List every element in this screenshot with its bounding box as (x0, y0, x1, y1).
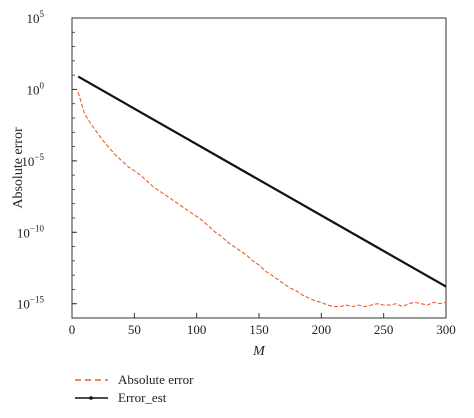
legend-label-absolute-error: Absolute error (118, 372, 194, 387)
x-tick-label-4: 200 (312, 322, 332, 337)
y-tick-label-4: 10−15 (17, 295, 45, 312)
series-line-absolute-error (77, 92, 447, 308)
x-tick-label-0: 0 (69, 322, 76, 337)
x-tick-label-1: 50 (128, 322, 141, 337)
x-tick-label-3: 150 (249, 322, 269, 337)
y-tick-exponent-1: 0 (40, 80, 45, 90)
y-tick-exponent-0: 5 (40, 9, 45, 19)
series-layer (77, 75, 447, 308)
legend-marker-error-est (89, 396, 93, 400)
legend-label-error-est: Error_est (118, 390, 167, 405)
x-tick-label-5: 250 (374, 322, 394, 337)
y-tick-exponent-4: −15 (30, 295, 45, 305)
x-tick-label-6: 300 (436, 322, 456, 337)
y-tick-exponent-2: −5 (34, 152, 44, 162)
y-axis-label: Absolute error (11, 127, 26, 209)
y-tick-label-1: 100 (27, 80, 45, 97)
x-axis-label: M (252, 344, 266, 359)
legend: Absolute error Error_est (75, 372, 194, 405)
y-tick-label-0: 105 (27, 9, 45, 26)
plot-area-frame (71, 17, 447, 319)
y-tick-label-3: 10−10 (17, 223, 45, 240)
x-tick-label-2: 100 (187, 322, 207, 337)
y-tick-exponent-3: −10 (30, 223, 45, 233)
x-axis: 0 50 100 150 200 250 300 (69, 313, 456, 337)
series-line-error-est (77, 75, 447, 288)
